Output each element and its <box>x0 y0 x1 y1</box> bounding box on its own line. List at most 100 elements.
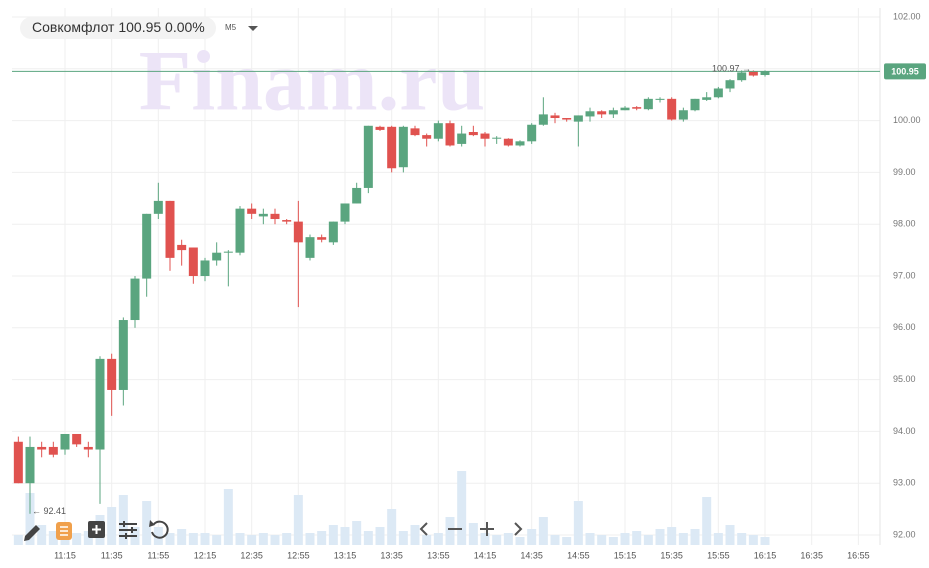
volume-bar <box>72 533 82 545</box>
y-tick-label: 100.00 <box>893 115 921 125</box>
min-marker: ← 92.41 <box>32 506 66 516</box>
y-tick-label: 96.00 <box>893 322 916 332</box>
notes-icon-lines <box>60 526 68 536</box>
dropdown-arrow[interactable] <box>248 26 258 31</box>
candle-body <box>527 124 537 142</box>
volume-bar <box>445 517 455 545</box>
candle-body <box>468 131 478 136</box>
volume-bar <box>538 517 548 545</box>
add-indicator-plus <box>92 525 101 534</box>
volume-bar <box>212 535 222 545</box>
y-tick-label: 92.00 <box>893 529 916 539</box>
volume-bar <box>118 495 128 545</box>
volume-bar <box>725 525 735 545</box>
volume-bar <box>317 531 327 545</box>
volume-bar <box>468 523 478 545</box>
x-tick-label: 13:35 <box>380 550 403 560</box>
volume-bar <box>760 537 770 545</box>
candle-body <box>95 358 105 450</box>
x-tick-label: 15:35 <box>660 550 683 560</box>
candle-body <box>60 433 70 450</box>
x-tick-label: 12:55 <box>287 550 310 560</box>
x-tick-label: 12:35 <box>240 550 263 560</box>
candle-body <box>25 446 35 484</box>
volume-bar <box>142 501 152 545</box>
volume-bar <box>352 521 362 545</box>
last-price-tag <box>884 63 926 80</box>
candle-body <box>410 128 420 136</box>
candle-body <box>678 110 688 120</box>
x-tick-label: 15:15 <box>614 550 637 560</box>
volume-bar <box>153 527 163 545</box>
scroll-right[interactable] <box>514 522 523 536</box>
last-price-label: 100.95 <box>891 66 919 76</box>
volume-bar <box>363 531 373 545</box>
candle-body <box>643 98 653 110</box>
volume-bar <box>177 529 187 545</box>
candle-body <box>480 133 490 139</box>
volume-bar <box>457 471 467 545</box>
volume-bar <box>655 529 665 545</box>
x-tick-label: 14:55 <box>567 550 590 560</box>
volume-bar <box>13 535 23 545</box>
volume-bar <box>608 537 618 545</box>
instrument-title: Совкомфлот 100.95 0.00% <box>32 19 205 35</box>
candle-body <box>503 138 513 146</box>
candle-body <box>107 358 117 390</box>
candle-body <box>492 137 502 139</box>
candle-body <box>340 203 350 222</box>
x-tick-label: 12:15 <box>194 550 217 560</box>
volume-bar <box>247 535 257 545</box>
volume-bar <box>340 527 350 545</box>
candle-body <box>760 71 770 76</box>
candle-body <box>515 141 525 146</box>
candle-body <box>328 221 338 243</box>
zoom-in[interactable] <box>480 522 494 536</box>
candle-body <box>83 446 93 450</box>
candle-body <box>702 97 712 100</box>
candle-body <box>422 135 432 139</box>
candle-body <box>37 446 47 450</box>
candle-body <box>13 441 23 484</box>
volume-bar <box>632 531 642 545</box>
reset-icon[interactable] <box>151 520 169 539</box>
y-tick-label: 102.00 <box>893 11 921 21</box>
volume-bar <box>702 497 712 545</box>
candle-body <box>398 126 408 168</box>
candle-body <box>212 252 222 261</box>
draw-tool-icon[interactable] <box>24 525 40 541</box>
volume-bar <box>25 493 35 545</box>
scroll-left[interactable] <box>419 522 428 536</box>
instrument-pill[interactable] <box>20 17 216 39</box>
candle-body <box>188 247 198 276</box>
x-tick-label: 16:35 <box>800 550 823 560</box>
interval[interactable]: M5 <box>225 23 237 32</box>
volume-bar <box>410 525 420 545</box>
candle-body <box>562 118 572 120</box>
volume-bar <box>305 533 315 545</box>
candle-body <box>737 72 747 81</box>
volume-bar <box>597 535 607 545</box>
candle-body <box>293 221 303 243</box>
toolbar <box>24 520 523 541</box>
volume-bar <box>375 527 385 545</box>
volume-bar <box>48 531 58 545</box>
candle-body <box>725 80 735 89</box>
candle-body <box>538 114 548 125</box>
volume-bar <box>678 533 688 545</box>
candle-body <box>748 71 758 76</box>
x-tick-label: 16:55 <box>847 550 870 560</box>
candle-body <box>608 110 618 115</box>
volume-bar <box>270 535 280 545</box>
reset-icon-arrow <box>149 520 155 527</box>
y-tick-label: 93.00 <box>893 478 916 488</box>
volume-bar <box>748 535 758 545</box>
candle-body <box>445 123 455 146</box>
x-tick-label: 15:55 <box>707 550 730 560</box>
x-tick-label: 14:35 <box>520 550 543 560</box>
volume-bar <box>293 495 303 545</box>
volume-bar <box>258 533 268 545</box>
settings-icon[interactable] <box>119 523 137 537</box>
y-tick-label: 95.00 <box>893 374 916 384</box>
max-marker: 100.97 → <box>712 64 751 74</box>
